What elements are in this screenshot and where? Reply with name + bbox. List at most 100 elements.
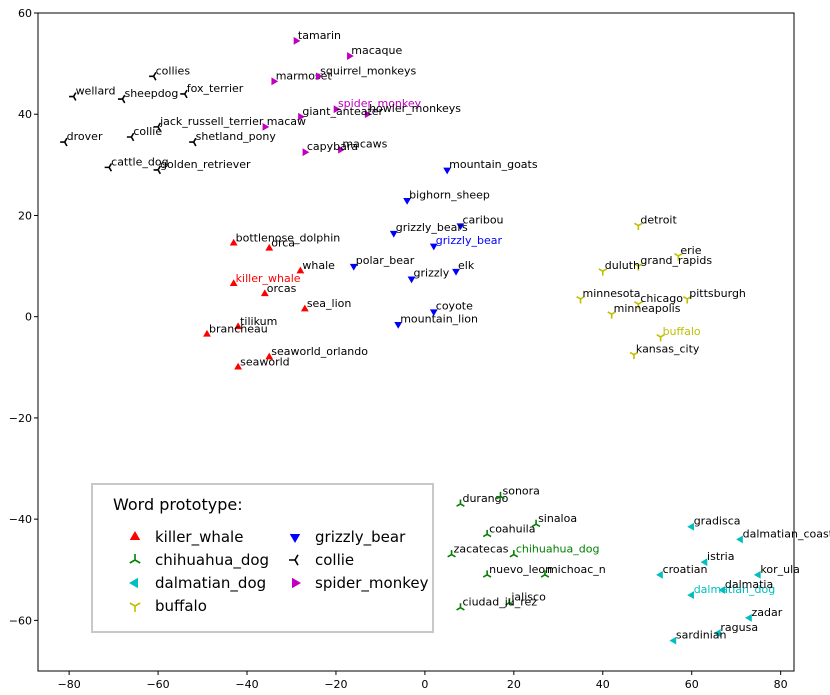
data-point — [443, 167, 452, 175]
data-point — [104, 163, 113, 172]
point-label: nuevo_leon — [489, 563, 552, 576]
point-label: caribou — [462, 214, 503, 227]
data-point — [429, 309, 438, 317]
point-label: mountain_goats — [449, 158, 538, 171]
point-label: istria — [707, 550, 734, 563]
point-label: zacatecas — [454, 543, 509, 556]
data-point — [229, 279, 238, 287]
legend-marker — [289, 534, 301, 543]
data-point — [149, 71, 157, 81]
data-point — [629, 351, 639, 360]
data-point — [60, 137, 68, 147]
data-point — [265, 352, 274, 360]
point-label: mountain_lion — [400, 312, 478, 325]
y-tick-label: 40 — [18, 108, 32, 121]
data-point — [753, 570, 761, 579]
x-tick-label: −20 — [324, 678, 347, 691]
data-point — [69, 92, 77, 101]
data-point — [403, 198, 412, 205]
data-point — [347, 52, 354, 60]
data-point — [745, 613, 752, 622]
point-label: macaque — [351, 44, 402, 57]
data-point — [656, 333, 665, 342]
point-label: jalisco — [510, 591, 546, 604]
data-point — [687, 522, 694, 531]
data-point — [607, 311, 616, 319]
data-point — [407, 276, 416, 284]
point-label: capybara — [307, 140, 358, 153]
point-label: bighorn_sheep — [409, 188, 490, 201]
data-point — [718, 586, 726, 594]
data-point — [117, 94, 126, 104]
point-label: fox_terrier — [187, 82, 244, 95]
point-label: dalmatia — [725, 578, 773, 591]
point-label: collies — [156, 64, 191, 77]
point-label: chicago — [640, 292, 683, 305]
data-point — [153, 122, 162, 132]
data-point — [271, 77, 279, 86]
point-label: seaworld — [240, 355, 290, 368]
data-point — [656, 570, 663, 579]
data-point — [456, 499, 465, 507]
legend-entry-label: spider_monkey — [315, 574, 429, 593]
point-label: kansas_city — [636, 343, 700, 356]
point-label: dalmatian_dog — [694, 583, 776, 596]
x-tick-label: 0 — [421, 678, 428, 691]
point-label: detroit — [640, 214, 677, 227]
point-label: sheepdog — [124, 87, 178, 100]
data-point — [736, 535, 743, 544]
point-label: dalmatian_coast — [743, 527, 830, 540]
point-label: spider_monkey — [338, 97, 422, 110]
x-tick-label: 20 — [507, 678, 521, 691]
data-point — [482, 529, 492, 538]
point-label: sinaloa — [538, 512, 577, 525]
data-point — [687, 591, 694, 599]
point-label: macaw — [267, 115, 306, 128]
legend-entry-label: buffalo — [155, 597, 207, 615]
data-point — [634, 301, 643, 309]
data-point — [482, 570, 492, 578]
point-label: grand_rapids — [640, 254, 712, 267]
point-label: croatian — [663, 563, 708, 576]
point-label: zadar — [752, 606, 783, 619]
legend-entry-label: grizzly_bear — [315, 528, 406, 547]
point-label: tilikum — [240, 315, 277, 328]
data-point — [265, 243, 274, 251]
legend-entry-label: collie — [315, 551, 354, 569]
point-label: buffalo — [663, 325, 701, 338]
point-label: shetland_pony — [196, 130, 277, 143]
data-point — [598, 268, 608, 276]
point-label: grizzly_bear — [436, 234, 503, 247]
point-label: marmoset — [276, 69, 333, 82]
data-point — [540, 570, 550, 578]
point-label: durango — [462, 492, 508, 505]
data-point — [389, 230, 398, 238]
point-label: orca — [271, 236, 295, 249]
point-label: kor_ula — [760, 563, 800, 576]
point-label: orcas — [267, 282, 297, 295]
data-point — [333, 105, 341, 114]
legend-title: Word prototype: — [113, 495, 243, 514]
point-label: collie — [133, 125, 162, 138]
legend-entry-label: chihuahua_dog — [155, 551, 269, 570]
y-tick-label: 60 — [18, 7, 32, 20]
legend-marker — [292, 577, 301, 589]
data-point — [674, 253, 683, 261]
point-label: coahuila — [489, 522, 535, 535]
legend: Word prototype: killer_whale chihuahua_do… — [91, 483, 434, 633]
data-point — [302, 148, 310, 157]
point-label: pittsburgh — [689, 287, 746, 300]
data-point — [293, 36, 301, 45]
point-label: coyote — [436, 300, 473, 313]
data-point — [349, 263, 358, 271]
legend-entry-label: dalmatian_dog — [155, 574, 266, 593]
data-point — [260, 289, 269, 297]
y-tick-label: 0 — [25, 311, 32, 324]
point-label: minnesota — [583, 287, 641, 300]
point-label: giant_anteater — [302, 105, 383, 118]
point-label: brancheau — [209, 322, 268, 335]
data-point — [394, 322, 403, 329]
point-label: bottlenose_dolphin — [236, 231, 341, 244]
point-label: seaworld_orlando — [271, 345, 368, 358]
